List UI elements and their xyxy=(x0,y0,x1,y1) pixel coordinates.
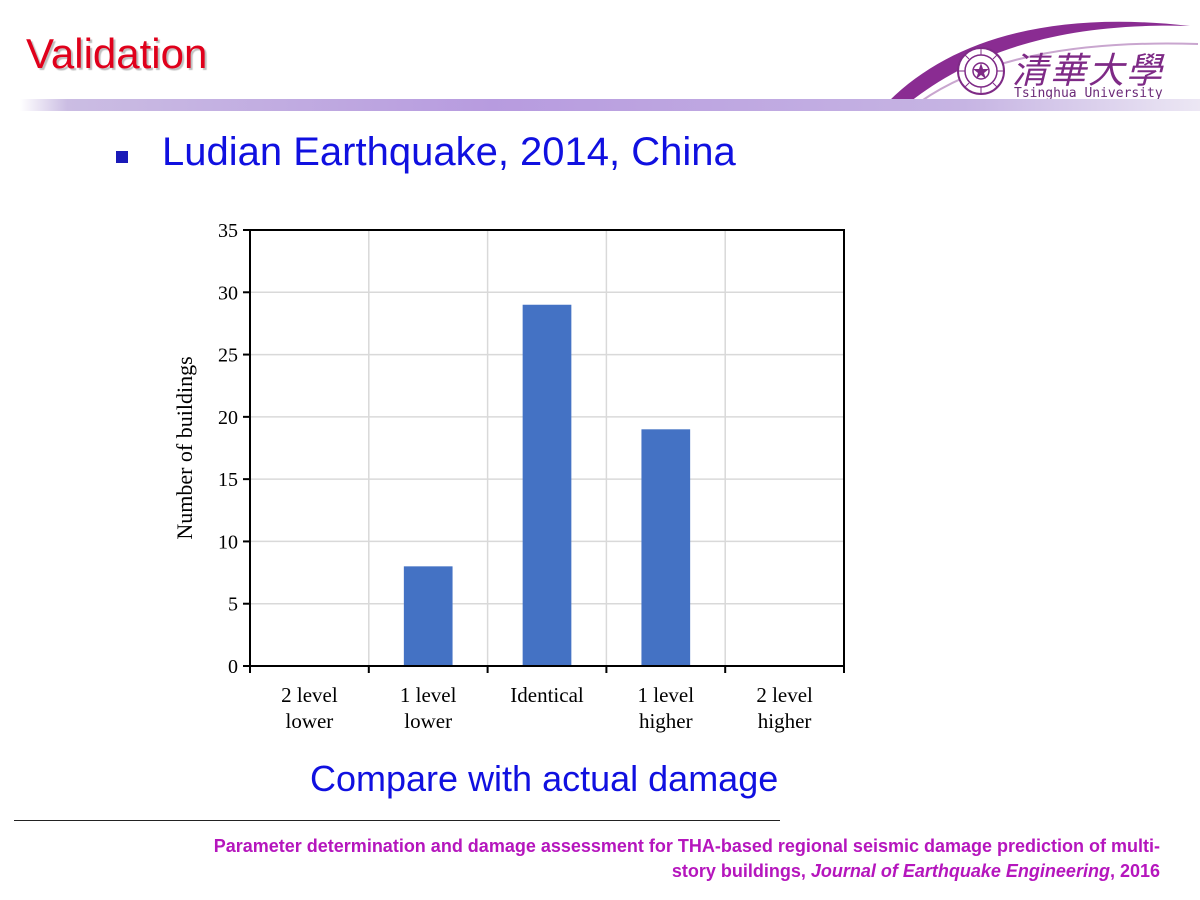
x-category-label: lower xyxy=(404,709,452,733)
y-axis-ticks: 0 5 10 15 20 25 30 35 xyxy=(218,220,845,678)
y-tick-label: 5 xyxy=(228,594,238,616)
citation-journal: Journal of Earthquake Engineering xyxy=(810,861,1110,881)
bar xyxy=(641,429,691,666)
square-bullet-icon xyxy=(116,150,128,163)
x-category-label: Identical xyxy=(510,683,584,707)
x-category-label: 2 level xyxy=(756,683,813,707)
citation-line-1: Parameter determination and damage asses… xyxy=(213,836,1160,856)
title-underline-bar xyxy=(20,99,1200,111)
bar xyxy=(522,304,572,666)
x-category-label: lower xyxy=(285,709,333,733)
university-english-name: Tsinghua University xyxy=(1014,86,1163,101)
tsinghua-seal-icon xyxy=(956,46,1006,96)
x-category-label: 2 level xyxy=(281,683,338,707)
y-tick-label: 35 xyxy=(218,220,238,242)
y-axis-label: Number of buildings xyxy=(172,356,197,539)
university-logo: 清華大學 Tsinghua University xyxy=(880,0,1200,110)
chart-caption: Compare with actual damage xyxy=(310,758,779,799)
chart-bars xyxy=(403,304,691,666)
y-tick-label: 25 xyxy=(218,345,238,367)
x-category-label: higher xyxy=(639,709,693,733)
citation-suffix: , 2016 xyxy=(1109,861,1160,881)
y-tick-label: 10 xyxy=(218,531,238,553)
citation: Parameter determination and damage asses… xyxy=(80,834,1160,884)
plot-frame xyxy=(249,229,845,667)
y-tick-label: 15 xyxy=(218,469,238,491)
y-tick-label: 0 xyxy=(228,656,238,678)
x-category-label: higher xyxy=(758,709,812,733)
reference-divider xyxy=(14,820,780,821)
x-category-label: 1 level xyxy=(400,683,457,707)
y-tick-label: 20 xyxy=(218,407,238,429)
bar xyxy=(403,566,453,666)
logo-swoosh xyxy=(888,21,1199,103)
bullet-text: Ludian Earthquake, 2014, China xyxy=(162,130,736,174)
citation-prefix: story buildings, xyxy=(671,861,811,881)
y-tick-label: 30 xyxy=(218,282,238,304)
citation-line-2: story buildings, Journal of Earthquake E… xyxy=(80,859,1160,884)
university-chinese-name: 清華大學 xyxy=(1012,51,1165,92)
x-category-label: 1 level xyxy=(638,683,695,707)
slide-title: Validation xyxy=(26,30,208,77)
bullet-item: Ludian Earthquake, 2014, China xyxy=(116,130,736,175)
